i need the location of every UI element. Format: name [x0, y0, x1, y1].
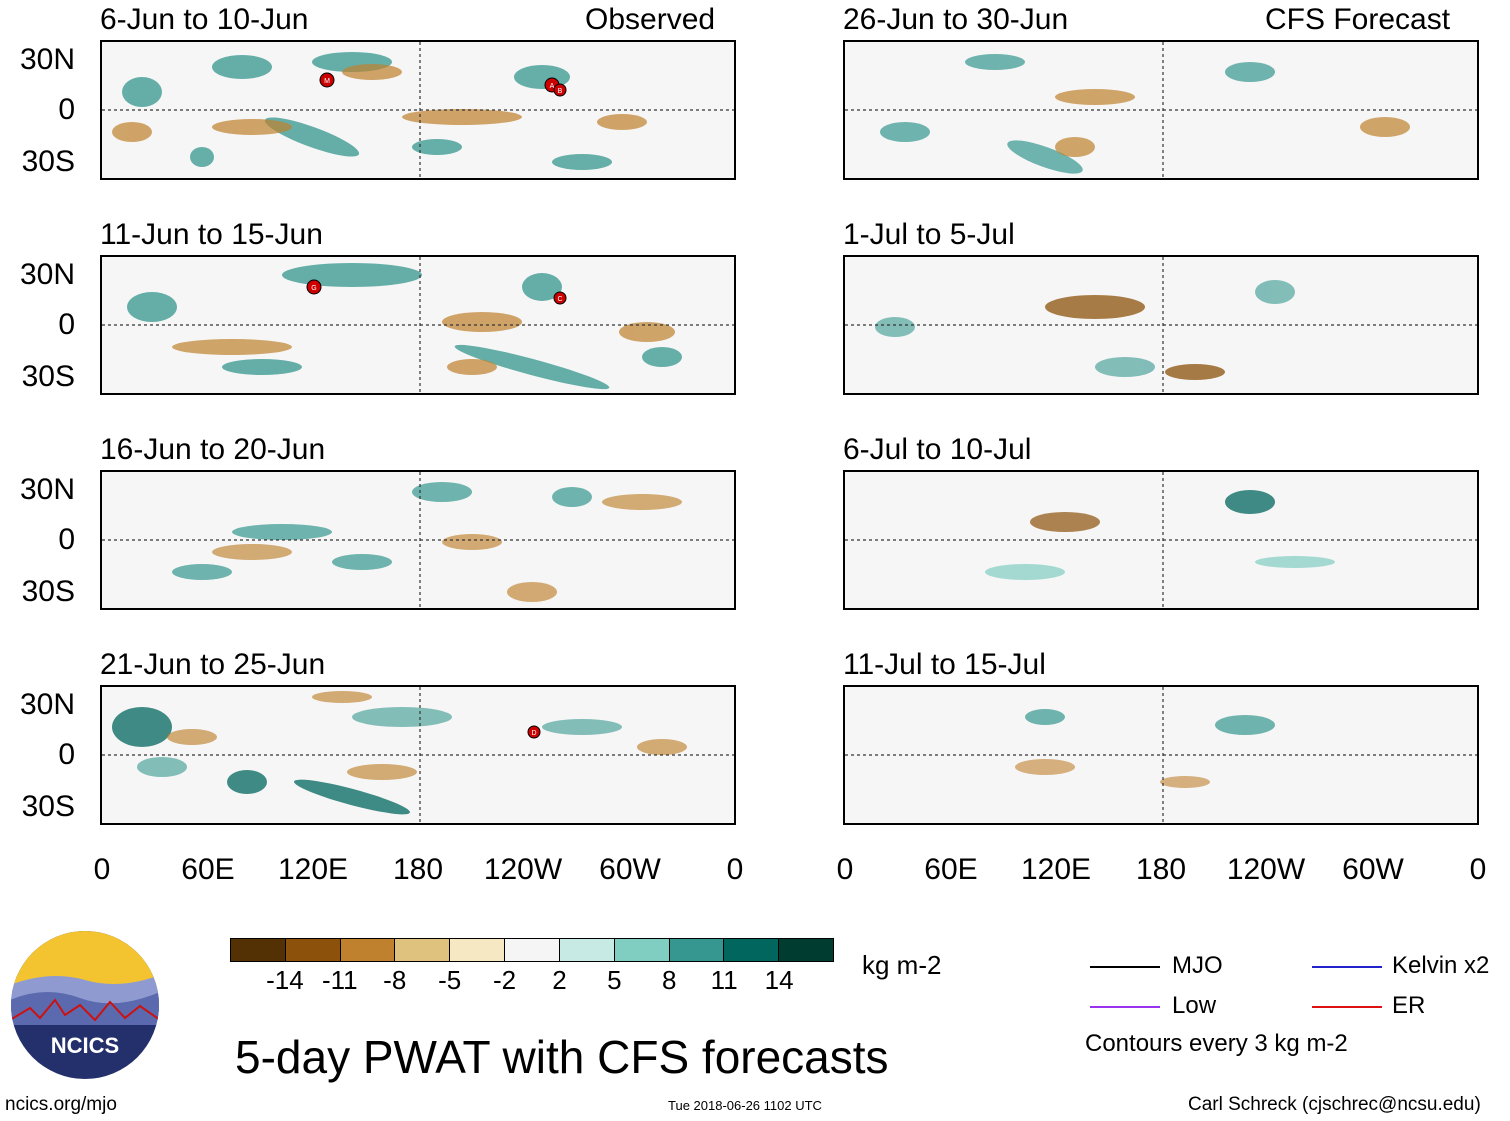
panel-title: 16-Jun to 20-Jun [100, 433, 326, 466]
map-panel [843, 470, 1479, 610]
pwat-map [845, 42, 1477, 178]
storm-marker: C [557, 296, 562, 303]
storm-marker: M [324, 78, 330, 85]
panel-label: Observed [585, 3, 716, 36]
lat-label: 0 [58, 738, 75, 771]
footer-link[interactable]: ncics.org/mjo [5, 1094, 117, 1115]
lat-label: 30N [19, 473, 75, 506]
legend-label: ER [1392, 992, 1426, 1019]
colorbar-tick: 8 [662, 965, 677, 995]
lat-label: 0 [58, 308, 75, 341]
storm-marker: A [550, 83, 555, 90]
lat-label: 30S [21, 575, 75, 608]
ncics-logo[interactable]: NCICS [10, 930, 160, 1080]
colorbar-swatch [723, 939, 779, 961]
lat-label: 30N [19, 43, 75, 76]
lat-label: 30N [19, 688, 75, 721]
lat-label: 0 [58, 523, 75, 556]
pwat-map [845, 472, 1477, 608]
colorbar-tick: -8 [383, 965, 407, 995]
colorbar-swatches [230, 938, 834, 962]
panel-title: 26-Jun to 30-Jun [843, 3, 1069, 36]
pwat-map: D [102, 687, 734, 823]
pwat-map [845, 687, 1477, 823]
lat-label: 0 [58, 93, 75, 126]
lon-label: 60W [599, 853, 661, 886]
legend-line-er [1312, 1006, 1382, 1008]
colorbar-swatch [778, 939, 833, 961]
lon-label: 180 [392, 853, 444, 886]
colorbar-swatch [339, 939, 395, 961]
legend-label: Kelvin x2 [1392, 952, 1490, 979]
colorbar-tick: 14 [764, 965, 794, 995]
lon-label: 120E [1020, 853, 1092, 886]
lon-label: 0 [1469, 853, 1487, 886]
lon-label: 0 [93, 853, 111, 886]
legend-note: Contours every 3 kg m-2 [1085, 1030, 1348, 1057]
map-panel: G C [100, 255, 736, 395]
panel-title: 6-Jul to 10-Jul [843, 433, 1032, 466]
panel-title: 1-Jul to 5-Jul [843, 218, 1015, 251]
lon-label: 120E [277, 853, 349, 886]
colorbar-tick: -2 [492, 965, 517, 995]
colorbar-tick: -14 [266, 965, 304, 995]
colorbar-swatch [449, 939, 505, 961]
logo-text: NCICS [51, 1033, 119, 1058]
lat-label: 30S [21, 145, 75, 178]
colorbar-tick: 11 [710, 965, 738, 995]
storm-marker: G [311, 285, 316, 292]
lat-label: 30N [19, 258, 75, 291]
lon-label: 180 [1135, 853, 1187, 886]
storm-marker: B [558, 88, 563, 95]
panel-label: CFS Forecast [1265, 3, 1451, 36]
map-panel [843, 685, 1479, 825]
lat-label: 30S [21, 790, 75, 823]
colorbar-swatch [231, 939, 285, 961]
legend-line-low [1090, 1006, 1160, 1008]
colorbar-swatch [284, 939, 340, 961]
pwat-map: G C [102, 257, 734, 393]
lon-label: 60W [1342, 853, 1404, 886]
lat-label: 30S [21, 360, 75, 393]
legend-line-mjo [1090, 966, 1160, 968]
pwat-map [102, 472, 734, 608]
pwat-map: M A B [102, 42, 734, 178]
lon-label: 120W [1226, 853, 1306, 886]
panel-title: 11-Jun to 15-Jun [100, 218, 323, 251]
colorbar-tick: -11 [321, 965, 358, 995]
storm-marker: D [531, 730, 536, 737]
main-title: 5-day PWAT with CFS forecasts [235, 1031, 889, 1083]
lon-label: 60E [924, 853, 978, 886]
panel-title: 6-Jun to 10-Jun [100, 3, 309, 36]
map-panel [100, 470, 736, 610]
legend-label: MJO [1172, 952, 1223, 979]
lon-label: 0 [836, 853, 854, 886]
pwat-map [845, 257, 1477, 393]
colorbar-swatch [613, 939, 669, 961]
map-panel [843, 40, 1479, 180]
lon-label: 60E [181, 853, 235, 886]
lon-label: 120W [483, 853, 563, 886]
colorbar-tick: -5 [438, 965, 462, 995]
logo-icon: NCICS [11, 931, 159, 1079]
colorbar-swatch [394, 939, 450, 961]
legend-label: Low [1172, 992, 1217, 1019]
colorbar-swatch [558, 939, 614, 961]
footer-author: Carl Schreck (cjschrec@ncsu.edu) [1188, 1094, 1481, 1115]
legend-line-kelvin [1312, 966, 1382, 968]
colorbar-tick: 5 [607, 965, 622, 995]
map-panel: D [100, 685, 736, 825]
lon-label: 0 [726, 853, 744, 886]
panel-title: 11-Jul to 15-Jul [843, 648, 1046, 681]
colorbar-tick: 2 [552, 965, 567, 995]
footer-timestamp: Tue 2018-06-26 1102 UTC [668, 1098, 822, 1113]
panel-title: 21-Jun to 25-Jun [100, 648, 326, 681]
colorbar-swatch [504, 939, 559, 961]
colorbar-swatch [668, 939, 724, 961]
colorbar-units: kg m-2 [862, 950, 942, 980]
map-panel: M A B [100, 40, 736, 180]
map-panel [843, 255, 1479, 395]
